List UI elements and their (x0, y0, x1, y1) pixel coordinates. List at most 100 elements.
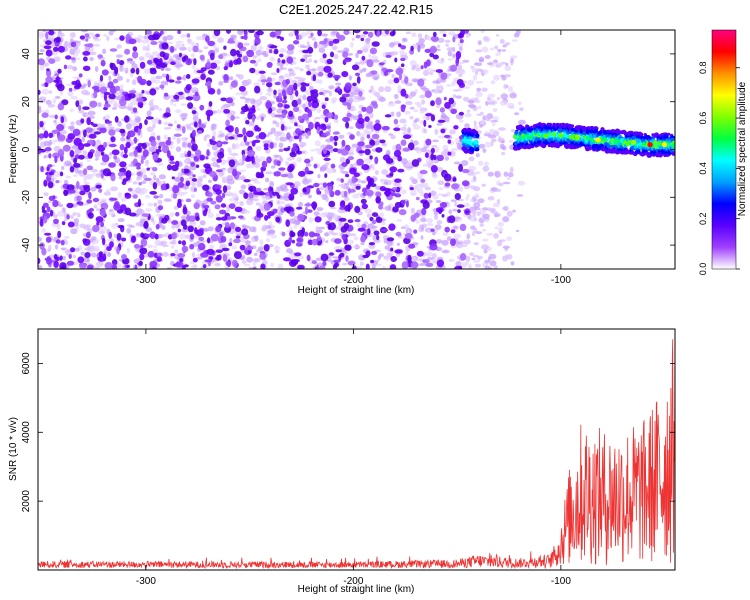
noise-dot (321, 33, 328, 37)
noise-blob (113, 203, 121, 211)
noise-blob (324, 173, 328, 178)
noise-dot (280, 67, 288, 70)
noise-dot (486, 113, 494, 120)
noise-blob (210, 233, 219, 242)
noise-dot (175, 43, 182, 49)
noise-blob (229, 222, 235, 230)
noise-dot (477, 130, 482, 135)
noise-blob (323, 157, 331, 161)
noise-dot (328, 128, 332, 133)
noise-blob (223, 80, 229, 83)
noise-blob (398, 209, 407, 216)
noise-blob (340, 148, 349, 156)
noise-blob (293, 259, 300, 263)
noise-blob (234, 206, 243, 213)
noise-dot (102, 34, 108, 37)
noise-dot (172, 135, 177, 140)
noise-blob (386, 237, 395, 242)
noise-dot (65, 175, 72, 179)
noise-blob (452, 177, 457, 182)
noise-dot (495, 52, 500, 57)
noise-blob (54, 73, 60, 77)
noise-blob (323, 65, 332, 73)
noise-blob (225, 260, 232, 267)
noise-dot (126, 78, 130, 83)
noise-dot (452, 208, 458, 212)
noise-dot (420, 87, 428, 91)
noise-dot (372, 59, 380, 63)
noise-blob (215, 188, 222, 195)
noise-dot (307, 36, 313, 39)
noise-blob (53, 46, 59, 52)
noise-blob (448, 215, 456, 224)
noise-dot (388, 205, 392, 212)
noise-blob (224, 135, 229, 141)
noise-dot (278, 200, 286, 205)
noise-blob (347, 204, 351, 213)
noise-dot (502, 245, 510, 249)
noise-dot (447, 50, 453, 57)
noise-blob (436, 154, 445, 162)
noise-blob (433, 154, 437, 161)
noise-blob (43, 215, 48, 224)
noise-dot (62, 255, 66, 261)
noise-blob (395, 143, 402, 152)
noise-dot (384, 245, 391, 250)
noise-blob (454, 193, 461, 200)
noise-blob (254, 124, 259, 132)
noise-dot (94, 66, 99, 72)
noise-dot (265, 238, 271, 243)
noise-dot (451, 81, 456, 87)
noise-blob (127, 92, 136, 99)
noise-dot (232, 192, 239, 199)
noise-blob (298, 170, 306, 177)
noise-dot (487, 196, 495, 201)
noise-dot (39, 49, 45, 53)
noise-dot (72, 254, 77, 259)
noise-blob (366, 175, 371, 182)
noise-dot (310, 156, 314, 161)
noise-blob (304, 158, 311, 164)
noise-blob (216, 88, 221, 95)
noise-blob (289, 211, 295, 217)
noise-dot (398, 50, 405, 54)
noise-dot (348, 75, 353, 81)
noise-blob (166, 73, 170, 82)
noise-blob (62, 144, 71, 152)
noise-dot (302, 178, 310, 185)
noise-blob (218, 54, 224, 60)
noise-dot (64, 40, 69, 47)
noise-dot (382, 266, 386, 269)
noise-blob (435, 97, 442, 106)
noise-dot (289, 72, 296, 77)
noise-dot (99, 225, 108, 232)
noise-blob (170, 61, 176, 65)
noise-dot (354, 88, 361, 92)
noise-dot (410, 207, 415, 214)
noise-dot (445, 43, 449, 47)
noise-dot (162, 180, 166, 184)
noise-dot (240, 184, 247, 190)
noise-dot (474, 263, 482, 268)
noise-blob (334, 141, 338, 147)
noise-blob (104, 262, 113, 269)
noise-blob (209, 171, 217, 178)
noise-blob (132, 51, 139, 59)
noise-dot (507, 172, 514, 178)
noise-blob (465, 210, 470, 214)
noise-blob (152, 33, 160, 40)
noise-blob (72, 128, 81, 136)
noise-blob (178, 91, 184, 96)
noise-dot (205, 134, 211, 138)
noise-dot (497, 48, 502, 52)
noise-blob (220, 235, 227, 243)
noise-blob (111, 149, 120, 156)
noise-dot (261, 195, 265, 199)
signal-mark (588, 147, 592, 151)
noise-dot (289, 93, 294, 101)
noise-blob (322, 182, 328, 188)
noise-dot (171, 224, 176, 229)
noise-blob (373, 123, 382, 131)
noise-blob (393, 127, 401, 132)
